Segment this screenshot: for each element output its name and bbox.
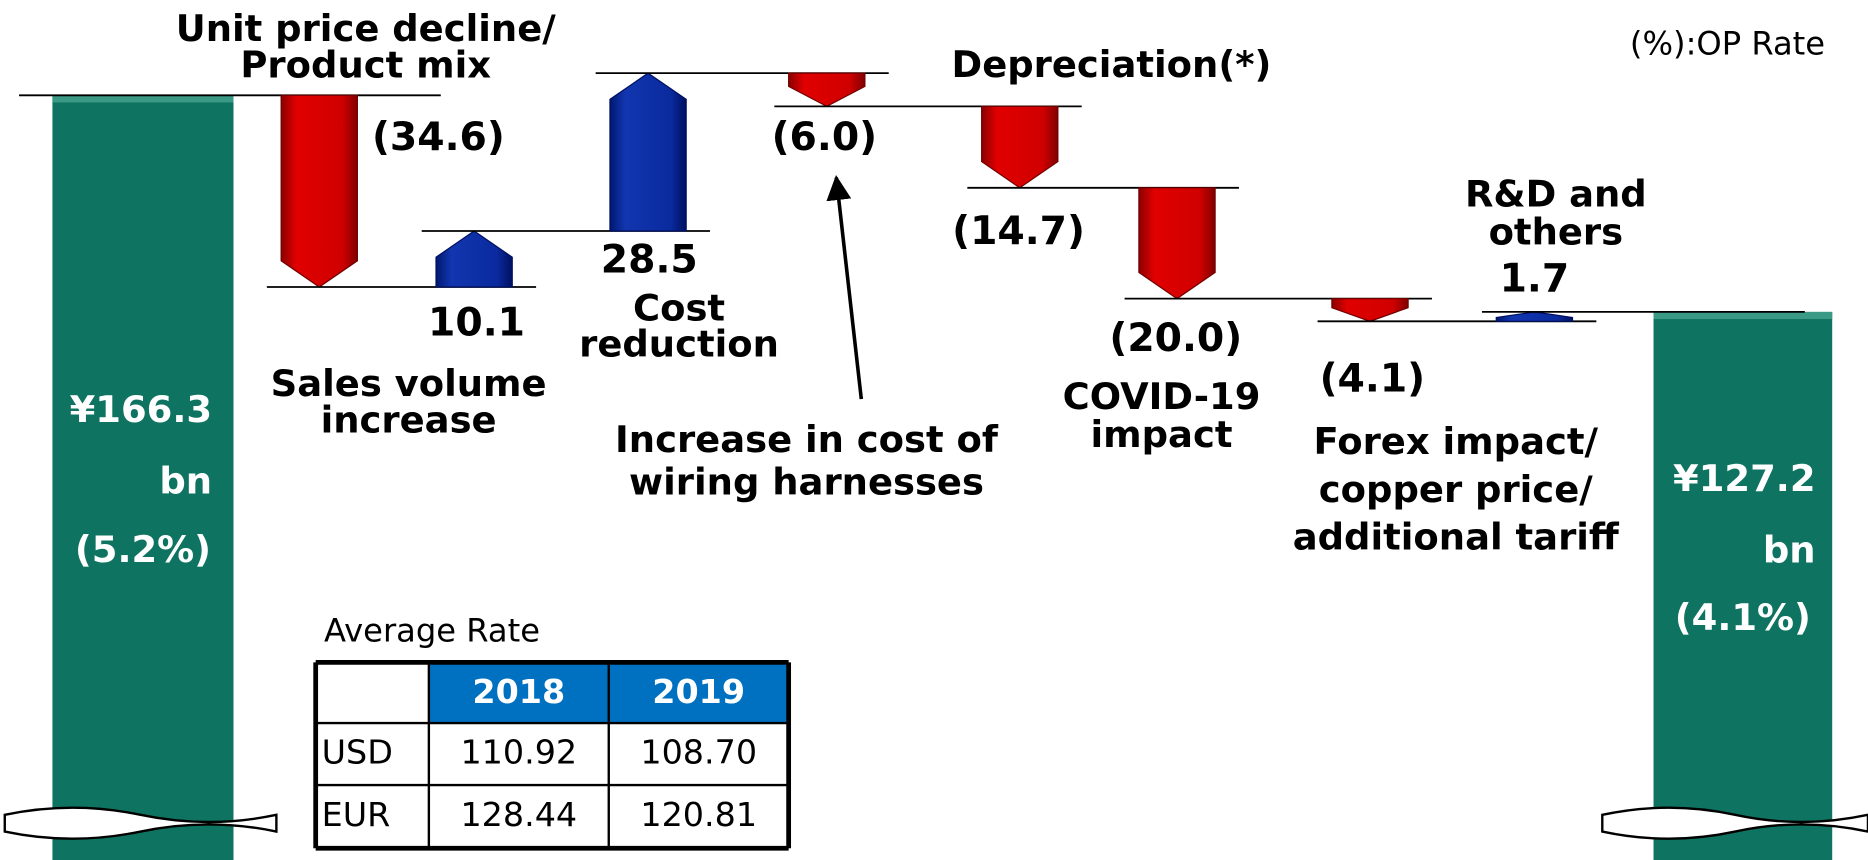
note: (%):OP Rate — [1630, 24, 1825, 62]
decrease-arrow — [981, 105, 1059, 189]
value-label: (14.7) — [952, 209, 1085, 254]
value-label: 1.7 — [1500, 257, 1570, 302]
axis-break — [3, 806, 278, 840]
value-label: 28.5 — [601, 238, 698, 283]
value-label: (4.1) — [1320, 357, 1426, 402]
decrease-arrow — [1331, 298, 1409, 322]
table-row-label: USD — [322, 733, 393, 772]
value-label: 10.1 — [428, 301, 525, 346]
table-row-label: EUR — [322, 795, 391, 834]
value-label: (6.0) — [772, 115, 878, 160]
category-label: Depreciation(*) — [952, 43, 1272, 86]
value-label: (34.6) — [372, 115, 505, 160]
increase-arrow — [435, 230, 513, 288]
table-cell: 110.92 — [460, 733, 577, 772]
table-header: 2018 — [472, 672, 565, 711]
plot: (%):OP Rate ¥166.3 bn (5.2%) ¥127.2 bn (4.1%)… — [3, 6, 1868, 860]
decrease-arrow — [788, 72, 866, 108]
category-label: Sales volume increase — [271, 361, 547, 441]
table-cell: 120.81 — [640, 795, 757, 834]
rate-label: (4.1%) — [1675, 596, 1811, 639]
value-label: (20.0) — [1109, 316, 1242, 361]
category-label: Forex impact/copper price/additional tar… — [1293, 420, 1620, 558]
total-bar-top — [1653, 311, 1833, 320]
category-label: COVID-19 impact — [1063, 374, 1261, 455]
pointer-arrow — [826, 175, 864, 400]
category-label: R&D and others — [1465, 172, 1647, 253]
rate-label: (5.2%) — [75, 528, 211, 571]
table-header: 2019 — [652, 672, 745, 711]
decrease-arrow — [280, 94, 358, 288]
category-label: Cost reduction — [579, 286, 779, 365]
total-bar-top — [52, 95, 234, 103]
total-bar — [1653, 311, 1833, 860]
decrease-arrow — [1138, 187, 1216, 300]
table-cell: 128.44 — [460, 795, 577, 834]
total-label: ¥166.3 bn — [70, 387, 212, 501]
increase-arrow — [1495, 311, 1574, 322]
table-title: Average Rate — [324, 612, 540, 650]
increase-arrow — [609, 72, 687, 232]
total-label: ¥127.2 bn — [1673, 457, 1815, 571]
category-label: Increase in cost of wiring harnesses — [615, 417, 999, 503]
category-label: Unit price decline/Product mix — [176, 6, 556, 86]
table-cell: 108.70 — [640, 733, 757, 772]
total-bar — [52, 95, 234, 860]
